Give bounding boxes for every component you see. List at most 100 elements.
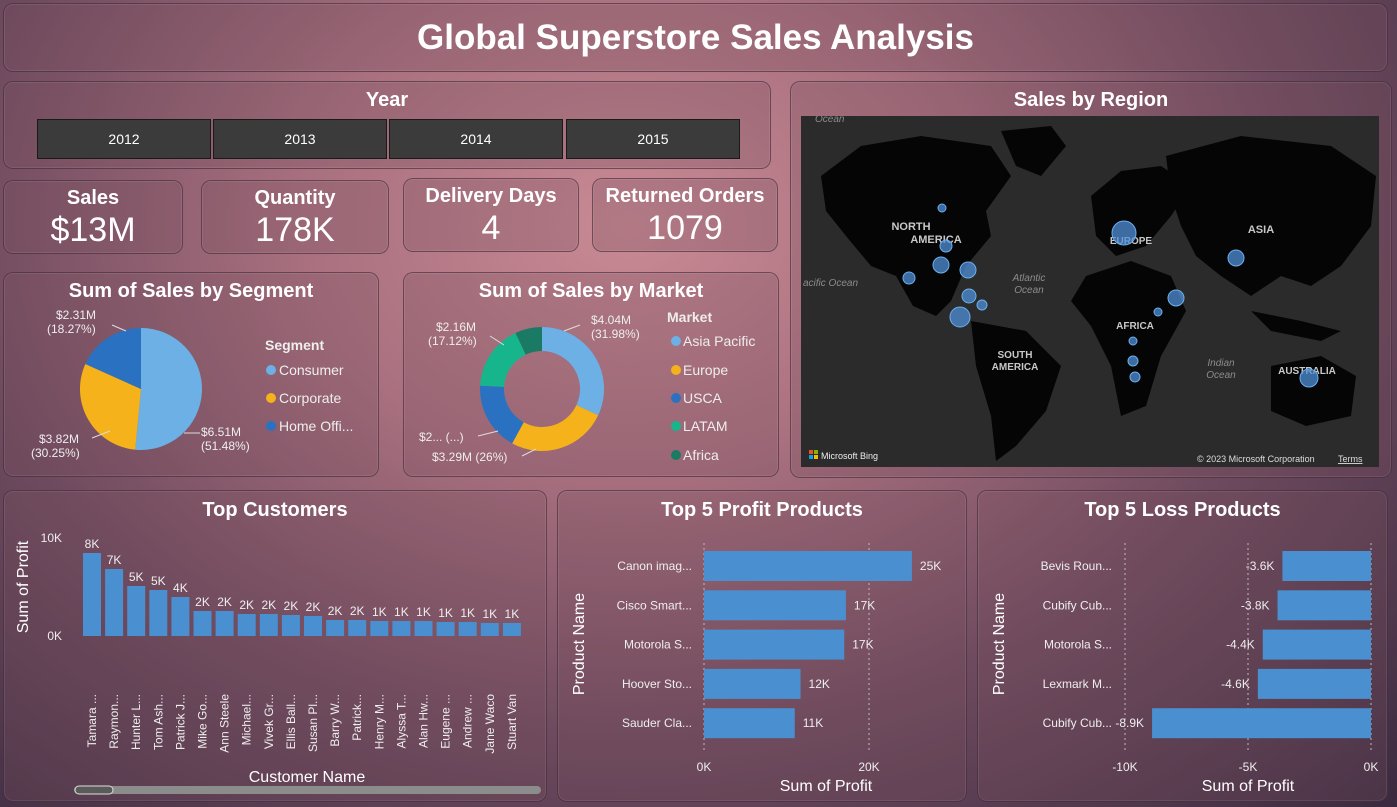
- kpi-value: 178K: [255, 211, 335, 249]
- product-name-tick: Motorola S...: [1044, 638, 1112, 652]
- sales-bubble[interactable]: [1128, 336, 1138, 346]
- sales-bubble[interactable]: [961, 288, 977, 304]
- customer-bar[interactable]: [392, 621, 411, 636]
- customer-bar-label: 1K: [438, 606, 453, 620]
- segment-slice-consumer[interactable]: [135, 328, 203, 451]
- customer-bar[interactable]: [304, 616, 322, 636]
- segment-slice-home-office[interactable]: [85, 328, 141, 389]
- customer-name-tick: Tamara ...: [85, 694, 99, 747]
- sales-bubble[interactable]: [1299, 368, 1319, 388]
- customer-name-tick: Alyssa T...: [394, 694, 408, 748]
- product-bar[interactable]: [704, 668, 801, 699]
- sales-bubble[interactable]: [1167, 289, 1185, 307]
- customer-bar[interactable]: [370, 621, 389, 636]
- customer-bar[interactable]: [237, 614, 256, 636]
- customer-bar[interactable]: [436, 622, 455, 636]
- customer-bar[interactable]: [480, 623, 499, 636]
- customer-name-tick: Ann Steele: [218, 694, 232, 753]
- customer-bar-label: 4K: [173, 581, 188, 595]
- segment-legend-corporate[interactable]: Corporate: [279, 390, 341, 406]
- sales-bubble[interactable]: [976, 299, 988, 311]
- legend-swatch-home-office: [266, 421, 276, 431]
- market-slice-usca[interactable]: [480, 385, 524, 444]
- horizontal-scrollbar-thumb[interactable]: [74, 785, 114, 795]
- customer-name-tick: Patrick...: [350, 694, 364, 741]
- customer-bar[interactable]: [193, 611, 212, 636]
- year-button-2015[interactable]: 2015: [566, 119, 740, 159]
- customer-bar[interactable]: [215, 611, 234, 636]
- product-bar[interactable]: [1277, 590, 1371, 621]
- customer-bar[interactable]: [502, 623, 521, 636]
- customer-bar[interactable]: [127, 586, 146, 636]
- y-axis-title: Sum of Profit: [15, 540, 32, 633]
- top-loss-chart: Product Name Sum of Profit Bevis Roun...…: [991, 543, 1378, 795]
- customer-bar[interactable]: [105, 569, 124, 636]
- market-legend-africa[interactable]: Africa: [683, 447, 719, 463]
- sales-bubble[interactable]: [1111, 220, 1137, 246]
- sales-bubble[interactable]: [949, 306, 971, 328]
- product-bar[interactable]: [704, 590, 846, 621]
- sales-bubble[interactable]: [1127, 355, 1139, 367]
- market-label-latam-pct: (17.12%): [428, 334, 477, 348]
- market-legend-latam[interactable]: LATAM: [683, 418, 728, 434]
- product-bar[interactable]: [1262, 629, 1371, 660]
- market-slice-africa[interactable]: [515, 327, 542, 355]
- sales-bubble[interactable]: [902, 271, 916, 285]
- legend-swatch-europe: [671, 365, 681, 375]
- customer-bar[interactable]: [281, 615, 300, 636]
- leader-line: [477, 430, 499, 437]
- sales-bubble[interactable]: [959, 261, 977, 279]
- customer-bar[interactable]: [259, 614, 278, 636]
- customer-bar[interactable]: [414, 621, 433, 636]
- leader-line: [563, 324, 581, 332]
- product-bar-label: 25K: [920, 559, 941, 573]
- customer-bar[interactable]: [458, 622, 477, 636]
- product-bar[interactable]: [1282, 551, 1371, 581]
- world-map[interactable]: Ocean NORTH AMERICA EUROPE ASIA AFRICA S…: [801, 116, 1379, 467]
- year-button-2014[interactable]: 2014: [389, 119, 563, 159]
- customer-bar[interactable]: [83, 553, 101, 636]
- sales-bubble[interactable]: [1153, 307, 1163, 317]
- segment-legend-consumer[interactable]: Consumer: [279, 362, 344, 378]
- map-copyright: © 2023 Microsoft Corporation: [1197, 454, 1315, 464]
- segment-legend-home-office[interactable]: Home Offi...: [279, 418, 353, 434]
- kpi-value: 1079: [647, 209, 723, 247]
- customer-name-tick: Eugene ...: [439, 694, 453, 749]
- year-button-2013[interactable]: 2013: [213, 119, 387, 159]
- kpi-value: 4: [481, 209, 501, 247]
- product-bar[interactable]: [704, 629, 845, 660]
- y-axis-title: Product Name: [571, 593, 588, 695]
- product-bar[interactable]: [1152, 708, 1371, 739]
- x-tick-0k: 0K: [697, 760, 712, 774]
- market-slice-asia-pacific[interactable]: [542, 327, 604, 416]
- product-bar[interactable]: [1257, 668, 1371, 699]
- market-legend-usca[interactable]: USCA: [683, 390, 723, 406]
- market-slice-europe[interactable]: [512, 405, 599, 451]
- market-legend-europe[interactable]: Europe: [683, 362, 728, 378]
- legend-swatch-corporate: [266, 393, 276, 403]
- map-label-ocean-top: Ocean: [815, 116, 845, 125]
- customer-bar[interactable]: [348, 620, 367, 636]
- sales-bubble[interactable]: [932, 256, 950, 274]
- sales-bubble[interactable]: [939, 239, 953, 253]
- kpi-value: $13M: [50, 211, 136, 249]
- world-map-canvas[interactable]: Ocean NORTH AMERICA EUROPE ASIA AFRICA S…: [801, 116, 1379, 467]
- sales-bubble[interactable]: [1129, 371, 1141, 383]
- australia-shape: [1271, 356, 1356, 426]
- horizontal-scrollbar-track[interactable]: [74, 786, 541, 794]
- market-slice-latam[interactable]: [480, 332, 526, 387]
- customer-bar[interactable]: [326, 620, 345, 636]
- sales-bubble[interactable]: [937, 203, 947, 213]
- kpi-label: Returned Orders: [605, 185, 765, 207]
- top-profit-chart: Product Name Sum of Profit Canon imag...…: [571, 543, 941, 795]
- map-terms-link[interactable]: Terms: [1338, 454, 1363, 464]
- customer-bar[interactable]: [171, 597, 190, 636]
- product-bar[interactable]: [704, 551, 912, 581]
- product-bar[interactable]: [704, 708, 795, 739]
- customer-bar[interactable]: [149, 590, 168, 636]
- market-legend-asia-pacific[interactable]: Asia Pacific: [683, 333, 755, 349]
- segment-slice-corporate[interactable]: [80, 363, 141, 450]
- sales-bubble[interactable]: [1227, 249, 1245, 267]
- year-button-2012[interactable]: 2012: [37, 119, 211, 159]
- customer-name-tick: Michael...: [240, 694, 254, 745]
